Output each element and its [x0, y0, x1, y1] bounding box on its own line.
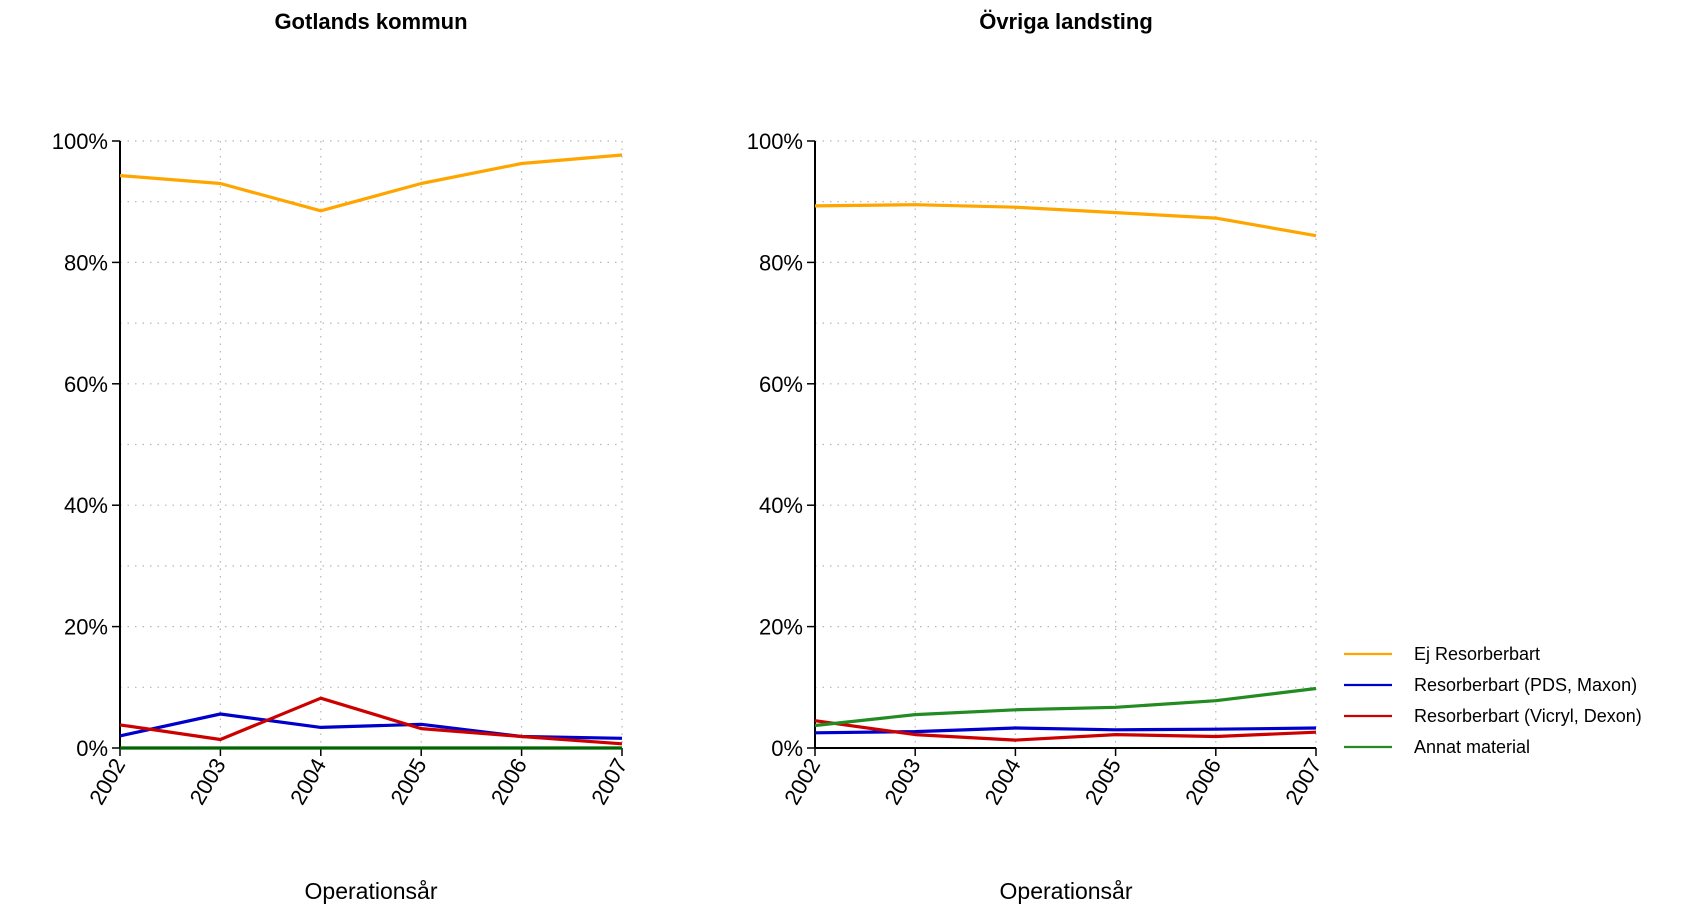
- y-tick-label: 60%: [64, 372, 108, 397]
- x-axis-title: Operationsår: [1000, 878, 1133, 904]
- panel-plot-area: 0% 20% 40% 60% 80% 100% 2002 2003 2004 2005 2006 20…: [747, 129, 1327, 809]
- y-tick-label: 40%: [759, 493, 803, 518]
- y-tick-label: 80%: [759, 250, 803, 275]
- panel-title: Övriga landsting: [979, 9, 1153, 34]
- y-tick-label: 100%: [747, 129, 803, 154]
- x-tick-label: 2002: [779, 754, 825, 809]
- legend-label: Resorberbart (Vicryl, Dexon): [1414, 706, 1642, 726]
- series-line: [814, 686, 1317, 728]
- panel-title: Gotlands kommun: [274, 9, 467, 34]
- x-tick-label: 2006: [486, 754, 532, 809]
- y-tick-label: 60%: [759, 372, 803, 397]
- x-tick-label: 2005: [385, 754, 431, 809]
- y-tick-label: 40%: [64, 493, 108, 518]
- panel-plot-area: 0% 20% 40% 60% 80% 100% 2002 2003 2004 2005 2006 20…: [52, 129, 633, 809]
- y-tick-label: 20%: [64, 615, 108, 640]
- x-tick-label: 2007: [586, 754, 632, 809]
- x-tick-label: 2003: [879, 754, 925, 809]
- legend-label: Ej Resorberbart: [1414, 644, 1540, 664]
- legend-label: Annat material: [1414, 737, 1530, 757]
- series-line: [119, 696, 623, 746]
- x-axis-title: Operationsår: [305, 878, 438, 904]
- y-tick-label: 100%: [52, 129, 108, 154]
- x-tick-label: 2004: [285, 754, 331, 809]
- legend: Ej Resorberbart Resorberbart (PDS, Maxon)…: [1344, 644, 1642, 757]
- x-tick-label: 2004: [980, 754, 1026, 809]
- y-tick-label: 20%: [759, 615, 803, 640]
- series-line: [814, 203, 1317, 238]
- y-tick-label: 0%: [76, 736, 108, 761]
- y-tick-label: 80%: [64, 250, 108, 275]
- series-line: [814, 719, 1317, 742]
- y-tick-label: 0%: [771, 736, 803, 761]
- x-tick-label: 2002: [84, 754, 130, 809]
- x-tick-label: 2007: [1280, 754, 1326, 809]
- panel-ovriga-landsting: Övriga landsting 0% 20% 40% 60% 80% 100% 2002 2…: [747, 9, 1327, 904]
- x-tick-label: 2006: [1180, 754, 1226, 809]
- x-tick-label: 2005: [1080, 754, 1126, 809]
- legend-label: Resorberbart (PDS, Maxon): [1414, 675, 1637, 695]
- series-line: [119, 153, 623, 213]
- panel-gotlands-kommun: Gotlands kommun 0% 20% 40% 60% 80% 100% 2002 20…: [52, 9, 633, 904]
- x-tick-label: 2003: [185, 754, 231, 809]
